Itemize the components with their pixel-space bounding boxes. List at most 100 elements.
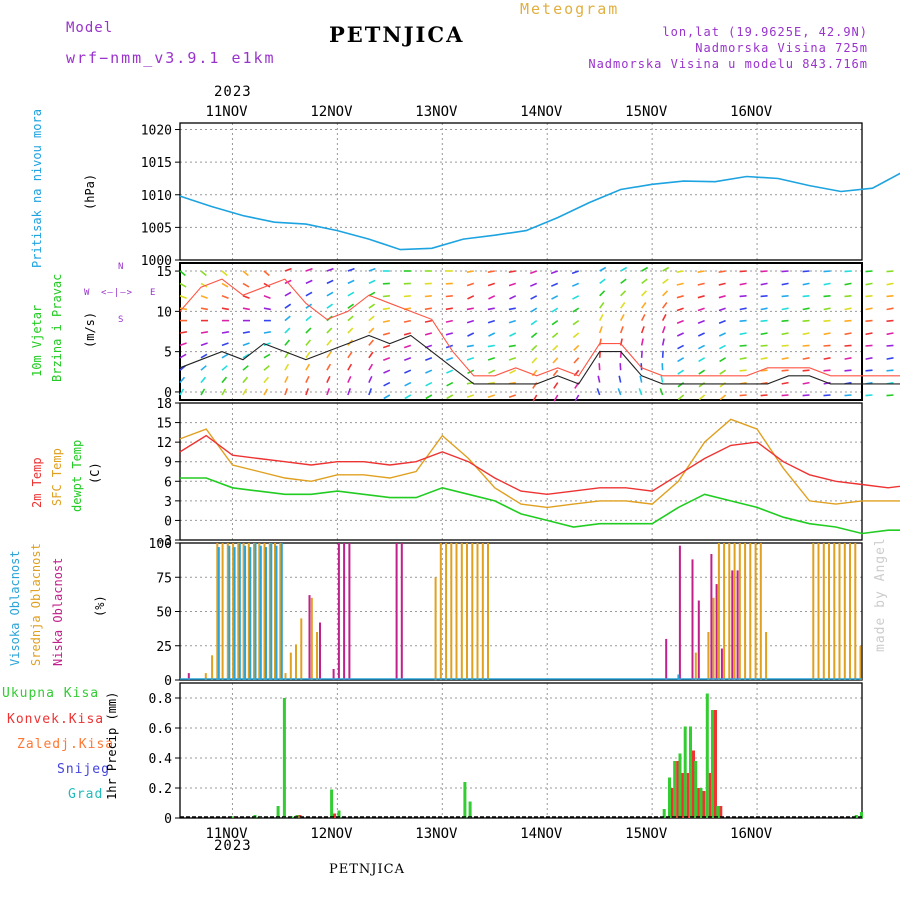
cloud-bar-mid [211, 655, 214, 680]
cloud-bar-mid [258, 543, 261, 680]
panel-frame [179, 402, 863, 541]
cloud-bar-mid [481, 543, 484, 680]
wind-barb [865, 319, 873, 322]
cloud-bar-low [319, 622, 321, 680]
cloud-bar-mid [754, 543, 757, 680]
cloud-bar-mid [717, 543, 720, 680]
wind-barb [886, 344, 894, 347]
wind-barb [718, 319, 726, 324]
wind-barb [802, 332, 810, 336]
cloud-bar-mid [284, 673, 287, 680]
wind-barb [382, 307, 390, 311]
wind-barb [697, 332, 705, 337]
wind-barb [719, 357, 727, 363]
wind-barb [383, 394, 391, 400]
wind-barb [221, 342, 229, 347]
compass-north: N [118, 262, 125, 272]
day-label-bottom: 12NOV [310, 826, 353, 842]
precip-total-bar [463, 782, 467, 818]
wind-barb [739, 344, 747, 347]
wind-barb [466, 357, 475, 361]
wind-barb [886, 295, 894, 298]
wind-barb [698, 357, 706, 363]
wind-barb [242, 307, 250, 311]
wind-barb [242, 282, 250, 288]
wind-barb [844, 295, 852, 298]
wind-barb [347, 351, 353, 359]
wind-barb [326, 375, 331, 383]
wind-barb [844, 357, 852, 360]
day-label-bottom: 11NOV [205, 826, 248, 842]
wind-barb [641, 266, 649, 272]
wind-barb [179, 295, 187, 299]
compass-cross-icon: <–|–> [101, 288, 134, 298]
wind-barb [802, 282, 810, 286]
cloud-bar-low [187, 673, 190, 680]
wind-barb [424, 319, 432, 323]
wind-barb [200, 376, 207, 384]
wind-barb [179, 270, 186, 277]
precip-conv-bar [708, 773, 712, 818]
cloud-bar-mid [450, 543, 453, 680]
wind-barb [739, 307, 747, 311]
coordinates: lon,lat (19.9625E, 42.9N) [662, 25, 868, 39]
cloud-bar-mid [476, 543, 479, 680]
cloud-bar-mid [854, 543, 857, 680]
wind-barb [263, 365, 270, 371]
y-tick-label: 10 [156, 305, 172, 320]
wind-barb [263, 307, 271, 311]
wind-barb [886, 319, 894, 322]
wind-barb [382, 319, 391, 323]
wind-barb [242, 270, 249, 277]
panel-frame [179, 122, 863, 261]
wind-barb [781, 381, 789, 385]
precip-total-bar [276, 806, 280, 818]
legend-snow: Snijeg [57, 762, 110, 777]
wind-barb [404, 394, 412, 400]
wind-barb [488, 332, 496, 337]
compass-west: W [84, 288, 91, 298]
wind-barb [698, 381, 706, 388]
wind-barb [531, 357, 538, 364]
precip-conv-bar [686, 773, 690, 818]
wind-barb [466, 394, 475, 398]
wind-barb [886, 307, 894, 311]
wind-barb [242, 295, 250, 299]
wind-barb [551, 319, 559, 326]
wind-barb [326, 327, 333, 334]
wind-barb [552, 369, 559, 377]
cloud-bar-low [715, 584, 718, 680]
day-label-top: 11NOV [205, 104, 248, 120]
wind-barb [886, 357, 894, 360]
wind-barb [347, 388, 352, 396]
wind-barb [326, 388, 331, 396]
cloud-bar-mid [226, 543, 229, 680]
precip-total-bar [854, 815, 858, 818]
cloud-bar-mid [455, 543, 458, 680]
wind-barb [445, 332, 454, 336]
wind-barb [719, 344, 726, 350]
wind-barb [368, 339, 375, 346]
wind-barb [347, 291, 355, 297]
wind-barb [347, 303, 355, 309]
wind-barb [242, 331, 250, 334]
precip-conv-bar [333, 813, 337, 818]
wind-barb [530, 332, 538, 339]
wind-barb [404, 369, 412, 374]
cloud-bar-low [665, 638, 668, 680]
wind-barb [802, 295, 810, 298]
wind-barb [596, 388, 601, 396]
wind-barb [508, 357, 517, 361]
legend-total-rain: Ukupna Kisa [2, 686, 100, 701]
wind-barb [718, 282, 726, 286]
wind-barb [368, 363, 374, 371]
cloud-bar-low [332, 669, 335, 680]
cloud-bar-high [254, 543, 257, 680]
wind-barb [383, 357, 391, 362]
wind-barb [760, 369, 768, 372]
wind-barb [598, 338, 602, 346]
wind-barb [823, 357, 831, 360]
wind-barb [802, 344, 810, 347]
wind-barb [677, 369, 685, 375]
cloud-bar-low [720, 648, 723, 680]
